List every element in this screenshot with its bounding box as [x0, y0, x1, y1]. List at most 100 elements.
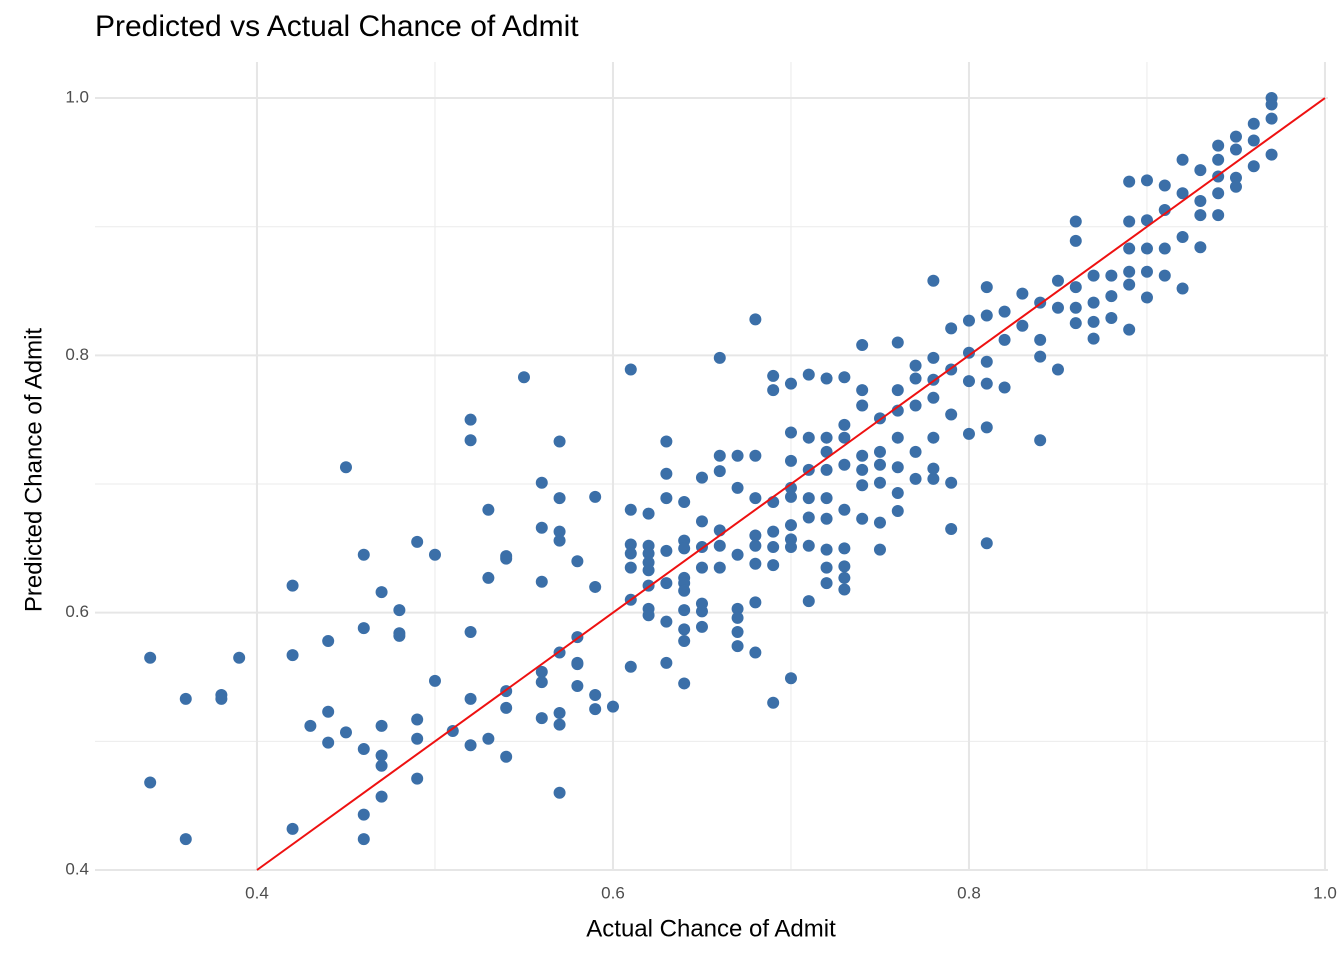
data-point [909, 372, 922, 385]
data-point [731, 548, 744, 561]
data-point [660, 615, 673, 628]
data-point [749, 313, 762, 326]
data-point [749, 596, 762, 609]
data-point [1123, 215, 1136, 228]
data-point [660, 435, 673, 448]
data-point [517, 371, 530, 384]
data-point [927, 431, 940, 444]
data-point [1229, 180, 1242, 193]
data-point [767, 541, 780, 554]
data-point [464, 739, 477, 752]
data-point [998, 305, 1011, 318]
data-point [660, 467, 673, 480]
x-tick-label: 1.0 [1313, 883, 1337, 902]
data-point [660, 577, 673, 590]
data-point [286, 649, 299, 662]
data-point [856, 463, 869, 476]
data-point [820, 431, 833, 444]
data-point [1212, 187, 1225, 200]
data-point [695, 515, 708, 528]
data-point [1176, 187, 1189, 200]
data-point [482, 732, 495, 745]
data-point [589, 580, 602, 593]
data-point [749, 449, 762, 462]
data-point [820, 543, 833, 556]
data-point [1229, 171, 1242, 184]
data-point [500, 552, 513, 565]
data-point [642, 609, 655, 622]
data-point [820, 512, 833, 525]
data-point [856, 449, 869, 462]
data-point [179, 833, 192, 846]
data-point [1265, 98, 1278, 111]
data-point [144, 651, 157, 664]
data-point [731, 625, 744, 638]
data-point [838, 583, 851, 596]
data-point [945, 408, 958, 421]
data-point [1158, 203, 1171, 216]
data-point [553, 786, 566, 799]
data-point [713, 561, 726, 574]
data-point [802, 492, 815, 505]
data-point [873, 543, 886, 556]
data-point [713, 539, 726, 552]
data-point [571, 658, 584, 671]
data-point [820, 561, 833, 574]
data-point [891, 461, 904, 474]
data-point [375, 759, 388, 772]
data-point [678, 604, 691, 617]
data-point [767, 696, 780, 709]
data-point [411, 732, 424, 745]
data-point [660, 656, 673, 669]
x-tick-label: 0.6 [601, 883, 625, 902]
data-point [553, 525, 566, 538]
data-point [713, 465, 726, 478]
data-point [838, 458, 851, 471]
data-point [1229, 143, 1242, 156]
data-point [482, 503, 495, 516]
data-point [802, 431, 815, 444]
data-point [731, 611, 744, 624]
data-point [1194, 241, 1207, 254]
data-point [856, 339, 869, 352]
chart-title: Predicted vs Actual Chance of Admit [95, 10, 579, 43]
data-point [784, 519, 797, 532]
data-point [891, 431, 904, 444]
data-point [215, 692, 228, 705]
data-point [589, 490, 602, 503]
data-point [553, 435, 566, 448]
data-point [1123, 323, 1136, 336]
data-point [856, 399, 869, 412]
data-point [731, 640, 744, 653]
data-point [873, 445, 886, 458]
data-point [624, 363, 637, 376]
data-point [909, 445, 922, 458]
data-point [1140, 242, 1153, 255]
data-point [286, 579, 299, 592]
data-point [1016, 287, 1029, 300]
data-point [909, 472, 922, 485]
data-point [1069, 301, 1082, 314]
data-point [1087, 315, 1100, 328]
data-point [678, 677, 691, 690]
data-point [1069, 281, 1082, 294]
data-point [322, 634, 335, 647]
data-point [909, 359, 922, 372]
data-point [678, 542, 691, 555]
data-point [1140, 214, 1153, 227]
data-point [802, 595, 815, 608]
data-point [1034, 350, 1047, 363]
data-point [1105, 290, 1118, 303]
data-point [428, 674, 441, 687]
data-point [731, 602, 744, 615]
data-point [1212, 153, 1225, 166]
data-point [411, 713, 424, 726]
data-point [731, 481, 744, 494]
data-point [1265, 148, 1278, 161]
data-point [820, 492, 833, 505]
data-point [784, 377, 797, 390]
data-point [927, 351, 940, 364]
data-point [1194, 209, 1207, 222]
data-point [571, 555, 584, 568]
